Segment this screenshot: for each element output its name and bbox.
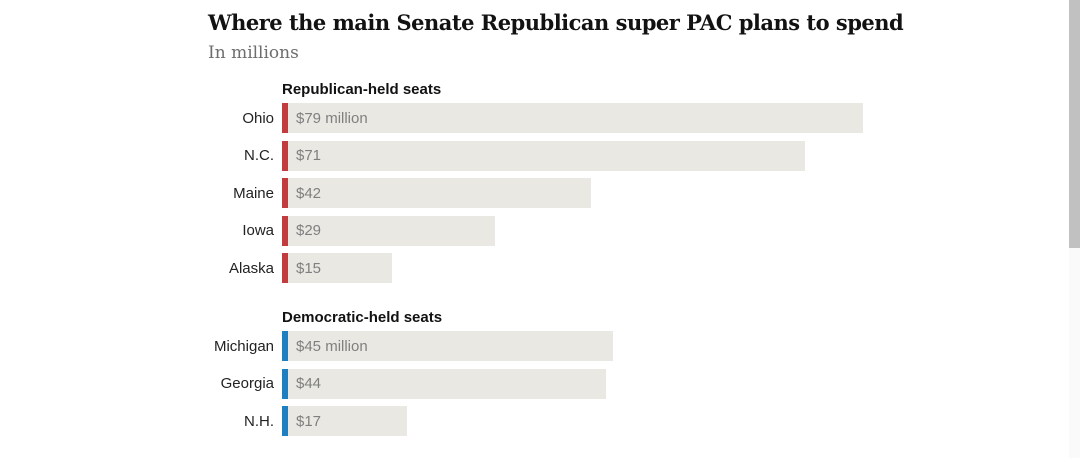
bar: $45 million [282, 331, 613, 361]
bar-row: Alaska $15 [208, 253, 903, 283]
chart-title: Where the main Senate Republican super P… [208, 10, 904, 35]
bar: $44 [282, 368, 606, 399]
group-header: Republican-held seats [282, 81, 442, 98]
bar-value-label: $79 million [296, 109, 368, 127]
spending-bar-chart: Where the main Senate Republican super P… [208, 10, 904, 444]
row-label: Alaska [228, 259, 274, 277]
bar-row: Iowa $29 [208, 215, 903, 246]
row-label: Georgia [220, 375, 274, 392]
bar: $71 [282, 140, 805, 171]
bar: $79 million [282, 103, 863, 133]
bar-value-label: $29 [296, 222, 322, 239]
row-label: Maine [233, 184, 274, 202]
group-republican-held: Republican-held seats Ohio $79 million N.C.… [208, 81, 903, 283]
row-label: Iowa [242, 222, 274, 239]
bar: $42 [282, 178, 591, 208]
bar-row: Michigan $45 million [208, 331, 903, 361]
bar-value-label: $17 [296, 412, 322, 430]
bar-value-label: $44 [296, 375, 322, 392]
row-label: N.C. [244, 147, 274, 164]
chart-subtitle: In millions [208, 43, 299, 63]
row-label: Ohio [242, 109, 274, 127]
row-label: N.H. [244, 412, 274, 430]
group-header: Democratic-held seats [282, 309, 443, 326]
bar-value-label: $71 [296, 147, 322, 164]
bar-value-label: $42 [296, 184, 322, 202]
bar-value-label: $45 million [296, 337, 368, 355]
scrollbar-thumb[interactable] [1069, 0, 1080, 248]
bar-row: Maine $42 [208, 178, 903, 208]
bar-row: N.H. $17 [208, 406, 903, 436]
row-label: Michigan [213, 337, 274, 355]
bar: $17 [282, 406, 407, 436]
bar-row: Georgia $44 [208, 368, 903, 399]
scrollbar-track[interactable] [1069, 0, 1080, 458]
group-democratic-held: Democratic-held seats Michigan $45 million… [208, 309, 903, 436]
chart-groups: Republican-held seats Ohio $79 million N.C.… [208, 81, 903, 436]
bar: $15 [282, 253, 392, 283]
bar-row: N.C. $71 [208, 140, 903, 171]
bar: $29 [282, 215, 495, 246]
bar-value-label: $15 [296, 259, 322, 277]
bar-row: Ohio $79 million [208, 103, 903, 133]
